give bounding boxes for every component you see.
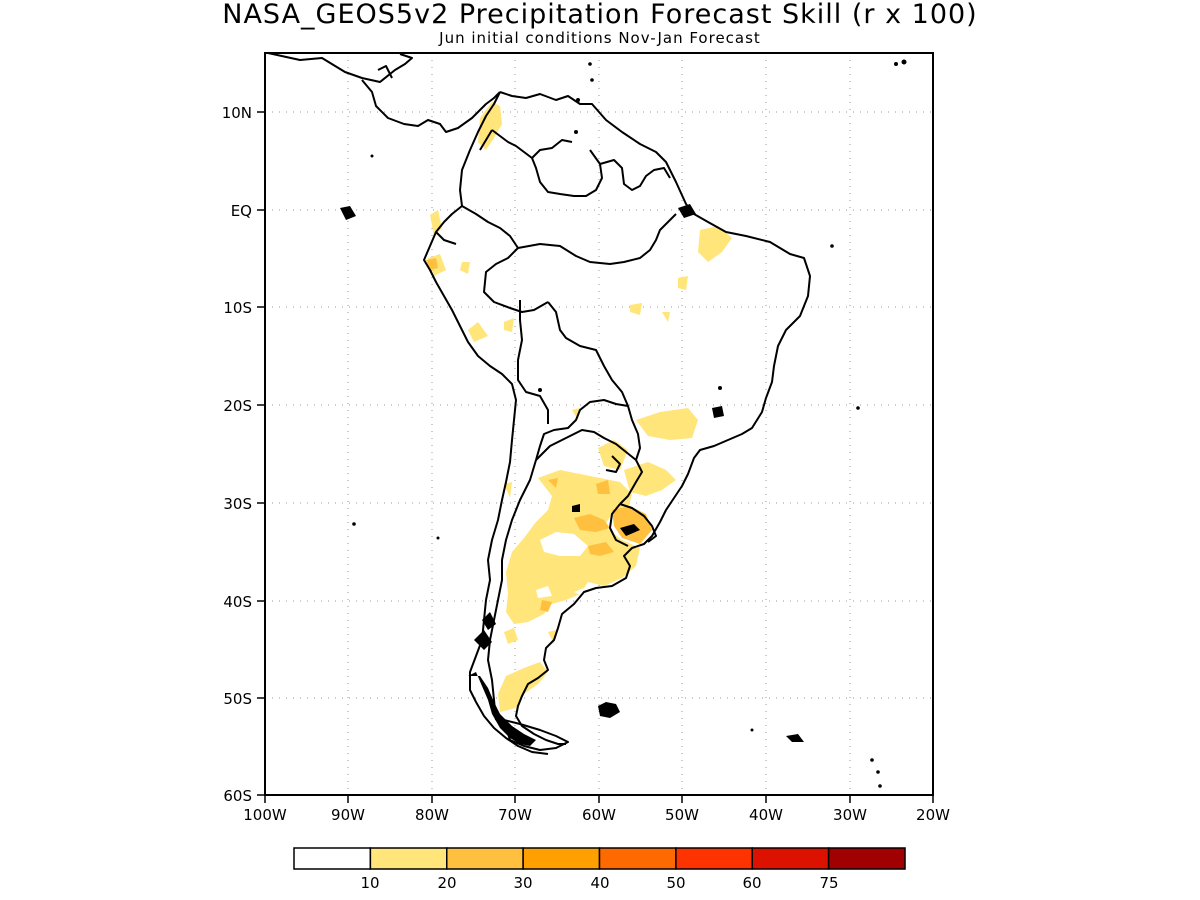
- colorbar-label: 40: [590, 874, 609, 892]
- colorbar-swatch: [293, 847, 372, 870]
- longitude-labels: 100W 90W 80W 70W 60W 50W 40W 30W 20W: [243, 806, 950, 824]
- lon-label: 20W: [916, 806, 950, 824]
- lat-label: 60S: [223, 787, 252, 805]
- lon-label: 70W: [498, 806, 532, 824]
- map-subtitle: Jun initial conditions Nov-Jan Forecast: [439, 29, 761, 47]
- colorbar-label: 20: [437, 874, 456, 892]
- lat-label: 40S: [223, 593, 252, 611]
- islands: [340, 59, 907, 788]
- colorbar-label: 10: [360, 874, 379, 892]
- colorbar-swatch: [369, 847, 448, 870]
- colorbar-label: 30: [513, 874, 532, 892]
- coastlines-and-borders: [267, 52, 811, 755]
- colorbar-label: 50: [666, 874, 685, 892]
- lon-label: 80W: [415, 806, 449, 824]
- map-title: NASA_GEOS5v2 Precipitation Forecast Skil…: [222, 0, 978, 30]
- colorbar-swatch: [751, 847, 830, 870]
- lat-label: EQ: [231, 202, 252, 220]
- lat-label: 20S: [223, 397, 252, 415]
- colorbar: 10 20 30 40 50 60 75: [293, 847, 906, 892]
- skill-shading: [426, 102, 732, 712]
- colorbar-swatch: [522, 847, 601, 870]
- lat-label: 10N: [222, 104, 252, 122]
- lon-label: 90W: [331, 806, 365, 824]
- lon-label: 100W: [243, 806, 287, 824]
- lon-label: 40W: [749, 806, 783, 824]
- colorbar-swatch: [598, 847, 677, 870]
- colorbar-swatch: [675, 847, 754, 870]
- colorbar-swatch: [446, 847, 524, 870]
- colorbar-label: 75: [819, 874, 838, 892]
- lat-label: 50S: [223, 690, 252, 708]
- colorbar-label: 60: [742, 874, 761, 892]
- latitude-labels: 10N EQ 10S 20S 30S 40S 50S 60S: [222, 104, 252, 805]
- lon-label: 50W: [665, 806, 699, 824]
- lat-label: 30S: [223, 495, 252, 513]
- lat-label: 10S: [223, 299, 252, 317]
- lon-label: 30W: [833, 806, 867, 824]
- axis-ticks: [257, 111, 934, 803]
- colorbar-swatch: [827, 847, 906, 870]
- lon-label: 60W: [582, 806, 616, 824]
